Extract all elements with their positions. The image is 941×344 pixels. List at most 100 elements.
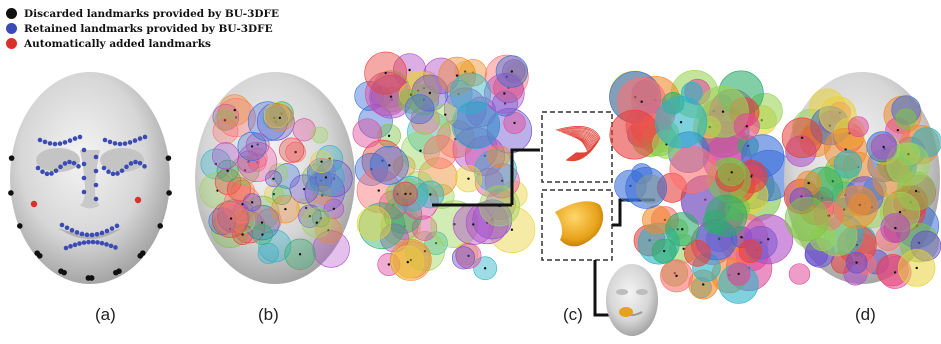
landmark-discarded — [88, 275, 95, 281]
panel-label-d: (d) — [855, 305, 876, 324]
patch-disk — [886, 142, 930, 186]
patch-disk — [684, 239, 711, 267]
landmark-retained — [72, 242, 78, 248]
landmark-retained — [81, 189, 87, 195]
patch-disk — [452, 126, 498, 172]
landmark-retained — [63, 245, 69, 251]
landmark-retained — [101, 165, 107, 171]
patch-center — [284, 207, 287, 211]
landmark-retained — [102, 137, 108, 143]
inset-top — [541, 111, 613, 183]
landmark-retained — [71, 160, 77, 166]
landmark-retained — [68, 244, 73, 249]
landmark-retained — [62, 140, 68, 145]
landmark-retained — [94, 232, 100, 237]
patch-center — [500, 179, 504, 183]
patch-disk — [499, 180, 528, 209]
patch-disk — [784, 196, 830, 242]
landmark-retained — [122, 141, 128, 146]
landmark-retained — [104, 228, 110, 234]
landmark-retained — [137, 160, 143, 166]
patch-center — [444, 113, 447, 116]
patch-center — [408, 68, 411, 72]
landmark-retained — [58, 164, 63, 170]
swirl-curve — [570, 135, 594, 157]
landmark-discarded — [137, 253, 144, 259]
patch-center — [855, 261, 858, 264]
patch-disk — [502, 59, 526, 83]
patch-center — [455, 74, 459, 77]
patch-center — [332, 207, 336, 211]
patch-disk — [212, 142, 240, 170]
legend: Discarded landmarks provided by BU-3DFE … — [6, 6, 279, 51]
panel-label-a: (a) — [95, 305, 116, 324]
patch-center — [278, 116, 282, 120]
patch-center — [409, 192, 412, 196]
patch-center — [228, 227, 232, 231]
patch-center — [419, 149, 422, 152]
patch-disk — [292, 118, 316, 142]
patch-center — [503, 92, 506, 95]
patch-disk — [474, 167, 504, 197]
patch-disk — [208, 207, 237, 236]
patch-disk — [380, 206, 421, 247]
landmark-discarded — [157, 223, 164, 229]
landmark-retained — [107, 139, 113, 145]
patch-disk — [304, 171, 345, 212]
landmark-retained — [117, 141, 123, 147]
landmark-retained — [128, 161, 134, 166]
landmark-retained — [47, 141, 53, 146]
patch-disk — [506, 62, 528, 84]
landmark-retained — [93, 154, 99, 160]
patch-disk — [311, 126, 329, 144]
patch-disk — [256, 208, 282, 234]
patch-center — [260, 221, 264, 224]
patch-center — [429, 193, 432, 196]
landmark-retained — [40, 169, 45, 175]
patch-disk — [404, 94, 435, 125]
landmark-retained — [124, 164, 129, 170]
legend-item-discarded: Discarded landmarks provided by BU-3DFE — [6, 6, 279, 21]
patch-center — [453, 222, 456, 226]
landmark-retained — [132, 138, 138, 143]
landmark-retained — [115, 171, 120, 176]
landmark-retained — [81, 147, 87, 153]
patch-center — [505, 75, 508, 78]
patch-center — [256, 143, 259, 146]
patch-center — [274, 120, 277, 123]
patch-disk — [279, 137, 305, 163]
patch-disk — [263, 102, 290, 129]
patch-center — [377, 189, 380, 192]
patch-center — [406, 260, 409, 264]
black-dot-icon — [6, 8, 17, 19]
legend-item-retained: Retained landmarks provided by BU-3DFE — [6, 21, 279, 36]
landmark-retained — [106, 169, 111, 175]
patch-center — [467, 177, 470, 180]
patch-disk — [356, 206, 392, 241]
face-a — [8, 72, 172, 284]
patch-center — [319, 179, 323, 182]
patch-disk — [625, 167, 668, 209]
landmark-retained — [90, 239, 96, 245]
patch-disk — [847, 116, 869, 138]
patch-center — [745, 125, 748, 128]
patch-center — [390, 98, 394, 101]
patch-center — [898, 210, 902, 214]
patch-center — [387, 263, 391, 266]
landmark-retained — [52, 141, 58, 147]
patch-center — [472, 223, 475, 226]
patch-disk — [487, 144, 511, 168]
patch-center — [882, 145, 885, 149]
landmark-retained — [37, 137, 43, 143]
patch-disk — [451, 100, 500, 149]
patch-center — [387, 134, 391, 138]
patch-overlay-b — [199, 94, 353, 270]
landmark-retained — [81, 175, 87, 181]
legend-item-added: Automatically added landmarks — [6, 36, 279, 51]
patch-center — [767, 238, 770, 241]
landmark-retained — [67, 159, 72, 165]
patch-center — [730, 171, 734, 174]
landmark-added — [134, 196, 142, 204]
